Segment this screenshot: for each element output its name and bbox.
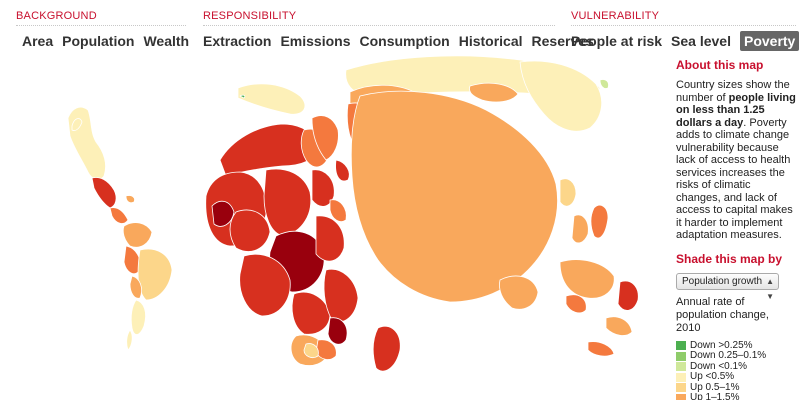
region-nigeria[interactable] (229, 209, 271, 252)
nav-group-responsibility: RESPONSIBILITY Extraction Emissions Cons… (203, 10, 594, 52)
map-navigation: BACKGROUND Area Population Wealth RESPON… (0, 0, 800, 51)
region-indonesia[interactable] (559, 259, 615, 299)
group-title-responsibility: RESPONSIBILITY (203, 10, 555, 26)
updown-arrow-icon: ▲ ▼ (766, 276, 774, 301)
about-heading: About this map (676, 58, 764, 72)
group-items-vulnerability: People at risk Sea level Poverty (571, 30, 800, 52)
region-yemen[interactable] (335, 159, 350, 182)
cartogram-map[interactable] (0, 48, 665, 400)
region-malawi[interactable] (327, 317, 348, 345)
region-ethiopia[interactable] (311, 169, 335, 207)
region-pacific-islands[interactable] (605, 316, 633, 336)
region-chile[interactable] (126, 329, 133, 351)
nav-item-population[interactable]: Population (62, 33, 135, 49)
region-europe[interactable] (237, 83, 306, 115)
legend-row: Up 1–1.5% (676, 393, 796, 400)
region-zambia[interactable] (291, 291, 331, 335)
region-zimbabwe[interactable] (315, 339, 337, 360)
legend-row: Down >0.25% (676, 339, 796, 352)
about-text-emphasis: people living on less than 1.25 dollars … (676, 91, 796, 129)
region-oceania-specks[interactable] (587, 341, 615, 357)
region-korea-japan[interactable] (599, 79, 609, 89)
legend-swatch (676, 351, 686, 361)
legend-swatch (676, 383, 686, 393)
legend-row: Up <0.5% (676, 372, 796, 383)
about-text: Country sizes show the number of people … (676, 79, 796, 242)
legend-label: Down <0.1% (690, 360, 747, 372)
region-middle-east[interactable] (311, 115, 339, 161)
region-india[interactable] (350, 90, 558, 303)
group-items-background: Area Population Wealth (16, 30, 190, 52)
region-timor[interactable] (565, 294, 587, 314)
group-title-vulnerability: VULNERABILITY (571, 10, 796, 26)
region-north-america[interactable] (67, 106, 106, 180)
legend-swatch (676, 362, 686, 372)
nav-item-people-at-risk[interactable]: People at risk (571, 33, 663, 49)
region-papua-new-guinea[interactable] (617, 280, 639, 311)
region-nepal[interactable] (469, 82, 519, 103)
nav-item-reserves[interactable]: Reserves (531, 33, 594, 49)
nav-item-sea-level[interactable]: Sea level (671, 33, 731, 49)
legend-label: Down 0.25–0.1% (690, 350, 767, 362)
region-china[interactable] (519, 60, 603, 132)
legend-label: Up 1–1.5% (690, 392, 740, 400)
legend-row: Down 0.25–0.1% (676, 351, 796, 362)
region-caribbean[interactable] (125, 195, 135, 204)
nav-item-historical[interactable]: Historical (458, 33, 523, 49)
region-central-america[interactable] (91, 177, 117, 209)
region-madagascar[interactable] (372, 325, 401, 372)
region-colombia-venezuela[interactable] (122, 222, 153, 248)
region-angola[interactable] (239, 253, 291, 317)
region-greenland-specks[interactable] (239, 94, 246, 99)
region-sahel[interactable] (211, 200, 235, 227)
region-brazil[interactable] (137, 248, 173, 301)
group-title-background: BACKGROUND (16, 10, 186, 26)
about-text-start: Country sizes show the number of (676, 79, 790, 104)
region-mozambique[interactable] (323, 268, 359, 323)
legend-label: Up 0.5–1% (690, 381, 740, 393)
legend-row: Up 0.5–1% (676, 381, 796, 394)
shade-select[interactable]: Population growth ▲ ▼ (676, 272, 779, 301)
legend-swatch (676, 393, 686, 400)
nav-item-poverty[interactable]: Poverty (739, 31, 800, 51)
region-alaska[interactable] (71, 118, 83, 131)
shade-select-value: Population growth (682, 275, 763, 287)
legend-label: Down >0.25% (690, 339, 753, 351)
nav-item-extraction[interactable]: Extraction (203, 33, 272, 49)
legend-swatch (676, 341, 686, 351)
legend-row: Down <0.1% (676, 360, 796, 373)
region-central-america-south[interactable] (109, 207, 129, 224)
nav-item-wealth[interactable]: Wealth (143, 33, 190, 49)
nav-item-area[interactable]: Area (22, 33, 54, 49)
group-items-responsibility: Extraction Emissions Consumption Histori… (203, 30, 594, 52)
region-lesotho[interactable] (303, 343, 319, 358)
info-sidebar: About this map Country sizes show the nu… (676, 58, 796, 400)
region-myanmar[interactable] (559, 178, 577, 207)
legend-label: Up <0.5% (690, 371, 735, 383)
region-bolivia[interactable] (129, 275, 142, 299)
nav-item-emissions[interactable]: Emissions (280, 33, 351, 49)
region-bangladesh[interactable] (499, 275, 539, 310)
nav-item-consumption[interactable]: Consumption (359, 33, 450, 49)
nav-group-vulnerability: VULNERABILITY People at risk Sea level P… (571, 10, 800, 52)
region-kenya[interactable] (329, 199, 347, 222)
shade-heading: Shade this map by (676, 251, 783, 266)
region-central-africa[interactable] (263, 168, 312, 237)
legend-swatch (676, 372, 686, 382)
about-text-end: . Poverty adds to climate change vulnera… (676, 116, 793, 242)
region-tanzania[interactable] (315, 215, 345, 262)
region-argentina[interactable] (130, 299, 146, 335)
region-philippines[interactable] (590, 204, 609, 239)
region-vietnam-laos[interactable] (571, 214, 589, 244)
legend: Down >0.25% Down 0.25–0.1% Down <0.1% Up <0… (676, 339, 796, 400)
nav-group-background: BACKGROUND Area Population Wealth (16, 10, 190, 52)
legend-caption: Annual rate of population change, 2010 (676, 295, 769, 334)
